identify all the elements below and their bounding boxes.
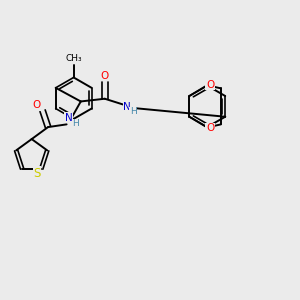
Text: O: O bbox=[32, 100, 40, 110]
Text: O: O bbox=[101, 71, 109, 81]
Text: N: N bbox=[65, 113, 73, 123]
Text: S: S bbox=[33, 167, 40, 180]
Text: O: O bbox=[206, 80, 214, 89]
Text: CH₃: CH₃ bbox=[65, 54, 82, 63]
Text: N: N bbox=[123, 102, 131, 112]
Text: O: O bbox=[206, 123, 214, 133]
Text: H: H bbox=[73, 119, 79, 128]
Text: H: H bbox=[130, 107, 136, 116]
